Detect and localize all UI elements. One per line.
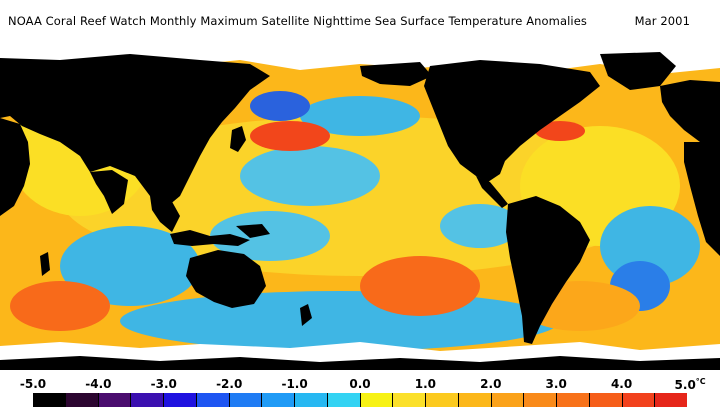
colorbar-tick-label: 1.0 bbox=[414, 377, 437, 391]
colorbar-swatch bbox=[229, 393, 263, 407]
eurasia bbox=[0, 54, 270, 206]
colorbar-swatch bbox=[295, 393, 328, 407]
sst-anomaly-map bbox=[0, 46, 720, 370]
anomaly-cool-patch bbox=[300, 96, 420, 136]
colorbar-tick-label: -2.0 bbox=[216, 377, 243, 391]
colorbar-swatch bbox=[360, 393, 394, 407]
colorbar-tick-label: -1.0 bbox=[281, 377, 308, 391]
colorbar-tick-label: 3.0 bbox=[545, 377, 567, 391]
india bbox=[90, 170, 128, 214]
indonesia bbox=[170, 230, 250, 246]
colorbar-tick-label: -5.0 bbox=[19, 377, 47, 391]
europe bbox=[660, 80, 720, 142]
anomaly-cool-patch bbox=[120, 291, 560, 351]
anomaly-cool-patch bbox=[440, 204, 520, 248]
colorbar-tick-label: 4.0 bbox=[610, 377, 633, 391]
anomaly-warm-patch bbox=[360, 256, 480, 316]
colorbar-swatch bbox=[65, 393, 99, 407]
new-zealand bbox=[300, 304, 312, 326]
north-america bbox=[424, 60, 600, 182]
africa-west bbox=[684, 142, 720, 256]
title-date: Mar 2001 bbox=[634, 14, 690, 28]
south-america bbox=[506, 196, 590, 344]
title-text: NOAA Coral Reef Watch Monthly Maximum Sa… bbox=[8, 14, 587, 28]
anomaly-cool-patch bbox=[240, 146, 380, 206]
colorbar-tick-label: 0.0 bbox=[349, 377, 371, 391]
colorbar-swatch bbox=[164, 393, 197, 407]
colorbar-swatch bbox=[33, 393, 66, 407]
colorbar-swatch bbox=[98, 393, 132, 407]
colorbar bbox=[33, 393, 687, 407]
colorbar-tick-label: 2.0 bbox=[480, 377, 502, 391]
colorbar-swatch bbox=[327, 393, 361, 407]
alaska bbox=[360, 62, 432, 86]
southeast-asia bbox=[150, 196, 180, 232]
colorbar-swatch bbox=[655, 393, 687, 407]
antarctica bbox=[0, 356, 720, 370]
colorbar-swatch bbox=[262, 393, 295, 407]
africa-east bbox=[0, 118, 30, 216]
colorbar-swatch bbox=[458, 393, 492, 407]
anomaly-cool-patch bbox=[60, 226, 200, 306]
colorbar-swatch bbox=[491, 393, 525, 407]
colorbar-swatch bbox=[557, 393, 590, 407]
anomaly-warm-patch bbox=[535, 121, 585, 141]
madagascar bbox=[40, 252, 50, 276]
colorbar-swatch bbox=[131, 393, 164, 407]
colorbar-swatch bbox=[393, 393, 426, 407]
colorbar-swatch bbox=[622, 393, 656, 407]
colorbar-swatch bbox=[196, 393, 230, 407]
anomaly-cool-patch bbox=[210, 211, 330, 261]
colorbar-swatch bbox=[524, 393, 557, 407]
unit-label: °C bbox=[695, 377, 706, 386]
colorbar-swatch bbox=[589, 393, 623, 407]
japan bbox=[230, 126, 246, 152]
central-america bbox=[476, 176, 508, 208]
anomaly-cold-patch bbox=[250, 91, 310, 121]
anomaly-warm-patch bbox=[250, 121, 330, 151]
anomaly-warm-patch bbox=[10, 281, 110, 331]
colorbar-tick-label: -4.0 bbox=[85, 377, 112, 391]
colorbar-swatch bbox=[426, 393, 459, 407]
map-title: NOAA Coral Reef Watch Monthly Maximum Sa… bbox=[8, 14, 712, 28]
australia bbox=[186, 250, 266, 308]
colorbar-ticks: -5.0 -4.0 -3.0 -2.0 -1.0 0.0 1.0 2.0 3.0 4.0 5.0°C bbox=[0, 377, 720, 393]
greenland bbox=[600, 52, 676, 90]
new-guinea bbox=[236, 224, 270, 238]
colorbar-tick-label: -3.0 bbox=[150, 377, 177, 391]
colorbar-tick-label: 5.0°C bbox=[674, 377, 706, 392]
